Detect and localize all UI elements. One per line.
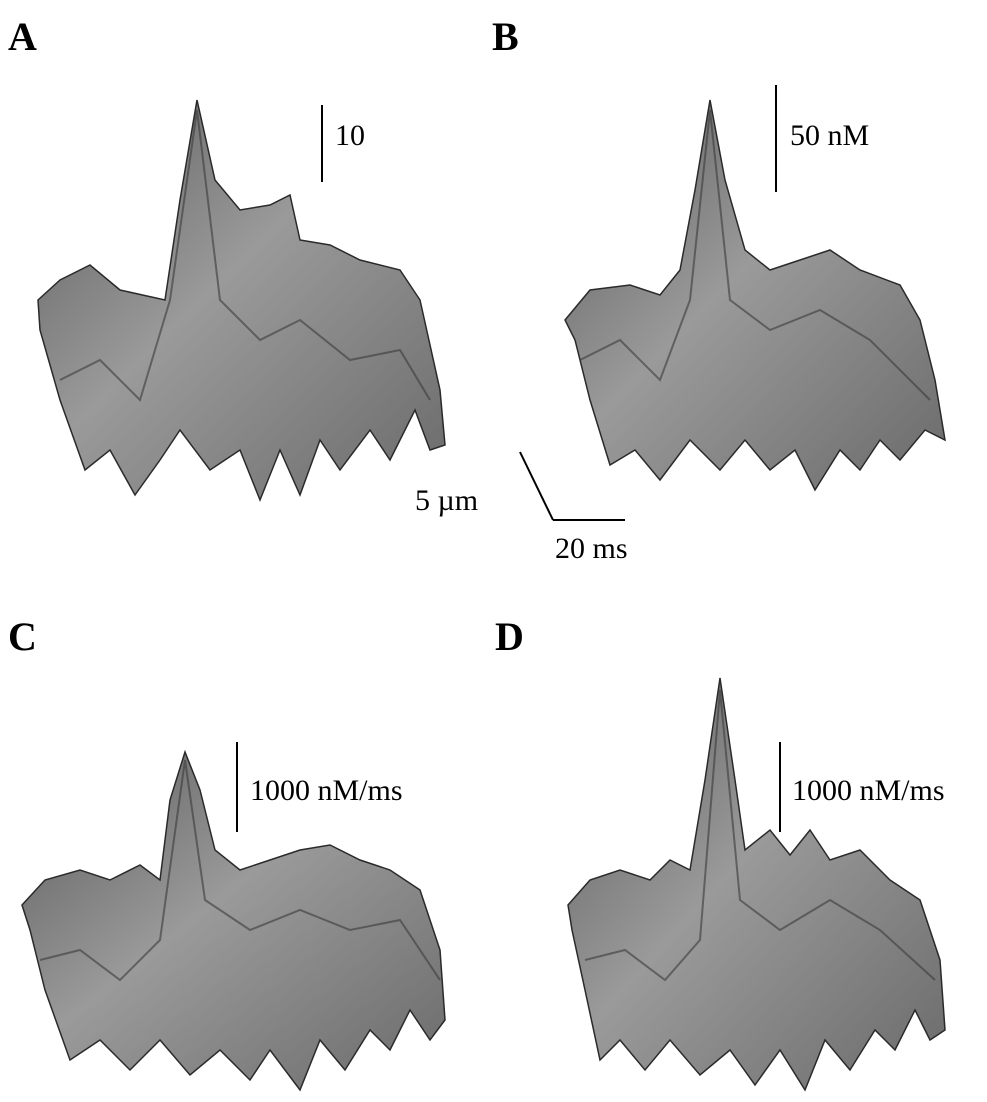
scale-x-label: 20 ms — [555, 532, 628, 565]
panel-label: A — [8, 14, 37, 59]
surface — [565, 100, 945, 490]
figure: A 10 B 50 nM 5 µm 20 ms C 1000 nM/ms D 1… — [0, 0, 987, 1102]
axes-scale: 5 µm 20 ms — [415, 452, 628, 565]
panel-label: D — [495, 614, 524, 659]
panel-b: B 50 nM — [492, 14, 945, 490]
panel-label: C — [8, 614, 37, 659]
panel-a: A 10 — [8, 14, 445, 500]
scale-bar-label: 50 nM — [790, 119, 869, 152]
panel-d: D 1000 nM/ms — [495, 614, 945, 1090]
surface — [568, 678, 945, 1090]
panel-c: C 1000 nM/ms — [8, 614, 445, 1090]
scale-bar-label: 10 — [335, 119, 365, 152]
scale-bar-label: 1000 nM/ms — [792, 774, 945, 807]
scale-y-label: 5 µm — [415, 484, 478, 517]
scale-axis-y — [520, 452, 553, 520]
scale-bar-label: 1000 nM/ms — [250, 774, 403, 807]
surface — [38, 100, 445, 500]
panel-label: B — [492, 14, 519, 59]
